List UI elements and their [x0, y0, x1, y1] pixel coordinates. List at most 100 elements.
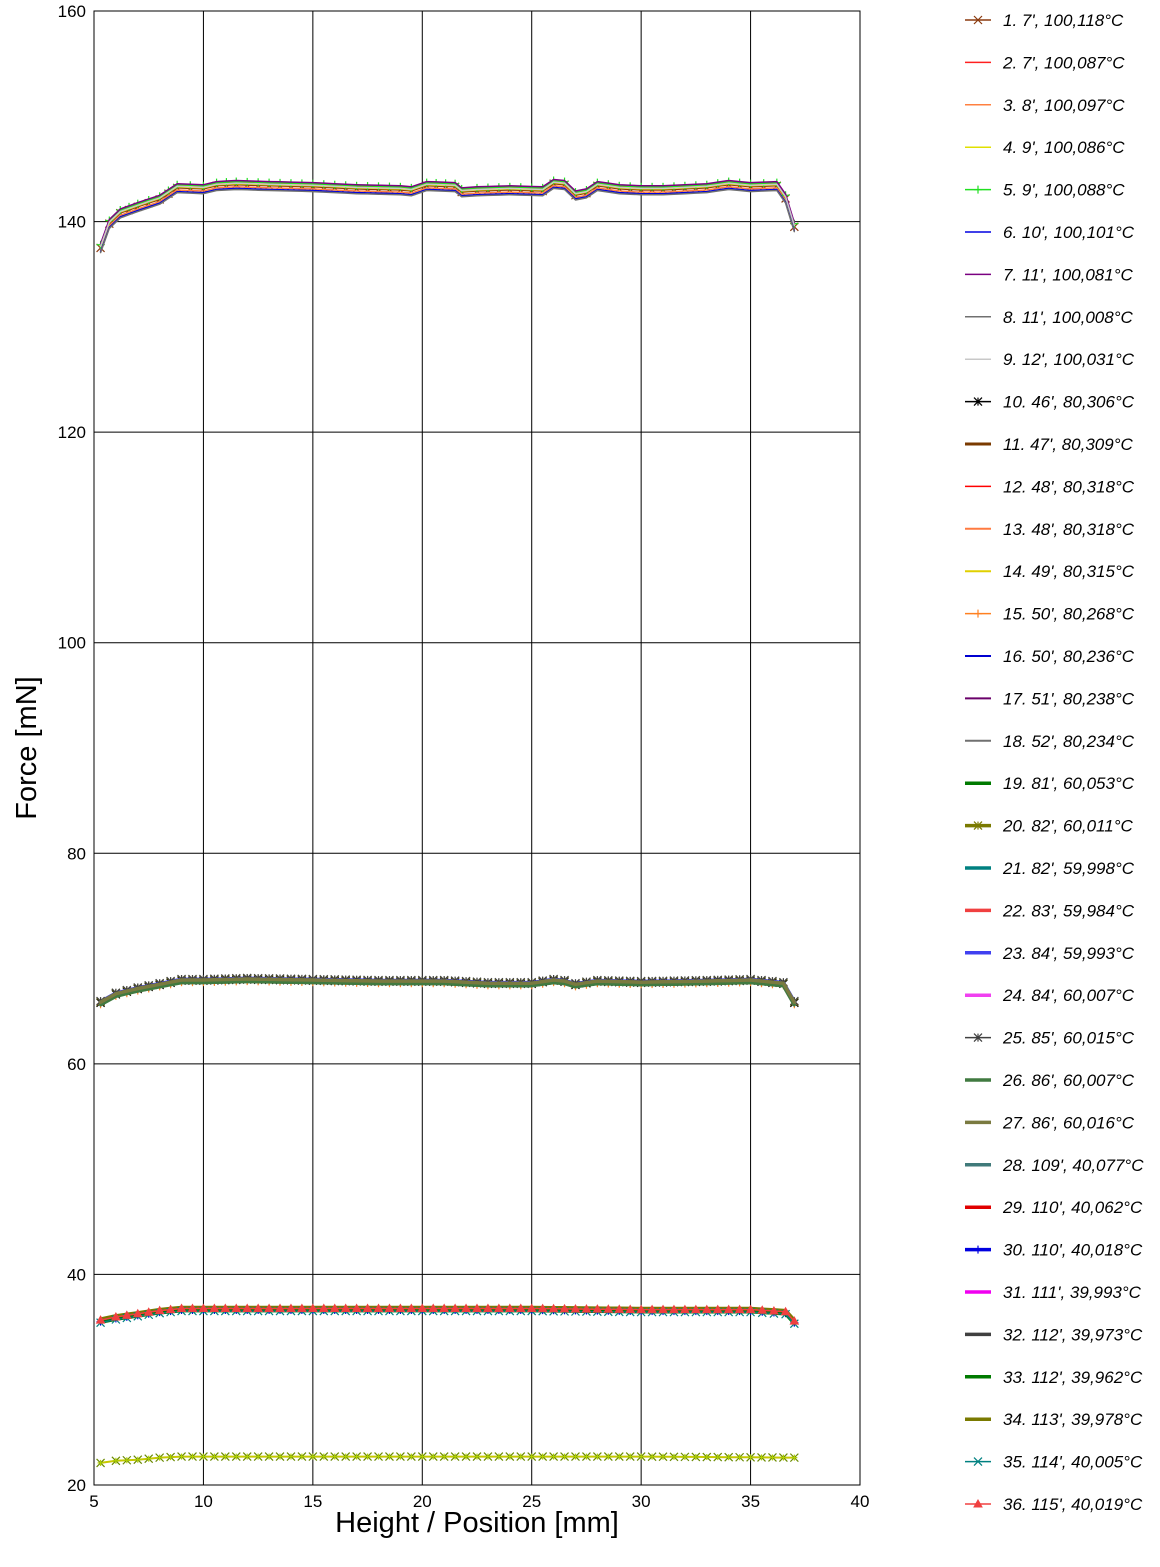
legend-label: 9. 12', 100,031°C: [1003, 350, 1135, 369]
legend-label: 6. 10', 100,101°C: [1003, 223, 1135, 242]
legend-label: 31. 111', 39,993°C: [1003, 1283, 1142, 1302]
legend-item: 36. 115', 40,019°C: [965, 1495, 1143, 1514]
legend-item: 19. 81', 60,053°C: [965, 774, 1135, 793]
y-tick-label: 60: [67, 1055, 86, 1074]
legend-label: 15. 50', 80,268°C: [1003, 605, 1135, 624]
x-tick-label: 35: [741, 1492, 760, 1511]
x-axis-title: Height / Position [mm]: [335, 1507, 619, 1539]
series-curve: [99, 185, 796, 251]
series-curve: [95, 1303, 800, 1325]
legend-item: 14. 49', 80,315°C: [965, 562, 1135, 581]
series-curve: [96, 176, 799, 249]
legend-item: 2. 7', 100,087°C: [965, 53, 1125, 72]
legend-item: 4. 9', 100,086°C: [965, 138, 1125, 157]
legend-label: 10. 46', 80,306°C: [1003, 393, 1135, 412]
series-line: [98, 1305, 797, 1322]
legend-label: 12. 48', 80,318°C: [1003, 477, 1135, 496]
legend-label: 35. 114', 40,005°C: [1003, 1453, 1143, 1472]
y-tick-label: 20: [67, 1476, 86, 1495]
legend-item: 20. 82', 60,011°C: [965, 817, 1133, 836]
legend-item: 31. 111', 39,993°C: [965, 1283, 1142, 1302]
legend: 1. 7', 100,118°C 2. 7', 100,087°C 3. 8', 1…: [965, 11, 1144, 1514]
x-tick-label: 5: [89, 1492, 98, 1511]
legend-label: 2. 7', 100,087°C: [1002, 53, 1125, 72]
legend-label: 18. 52', 80,234°C: [1003, 732, 1135, 751]
legend-label: 16. 50', 80,236°C: [1003, 647, 1135, 666]
legend-label: 25. 85', 60,015°C: [1002, 1029, 1135, 1048]
legend-item: 35. 114', 40,005°C: [965, 1453, 1143, 1472]
legend-item: 28. 109', 40,077°C: [965, 1156, 1144, 1175]
legend-label: 14. 49', 80,315°C: [1003, 562, 1135, 581]
series-curve: [99, 178, 796, 245]
legend-label: 24. 84', 60,007°C: [1002, 986, 1135, 1005]
legend-item: 16. 50', 80,236°C: [965, 647, 1135, 666]
legend-item: 32. 112', 39,973°C: [965, 1325, 1143, 1344]
legend-item: 29. 110', 40,062°C: [965, 1198, 1143, 1217]
y-axis-title: Force [mN]: [11, 676, 43, 819]
legend-item: 21. 82', 59,998°C: [965, 859, 1135, 878]
series-line: [99, 187, 796, 254]
series-line: [99, 181, 796, 248]
legend-label: 28. 109', 40,077°C: [1002, 1156, 1144, 1175]
y-tick-label: 100: [58, 634, 86, 653]
low-curve-line: [100, 1455, 795, 1464]
low-curve: [96, 1452, 799, 1468]
legend-item: 15. 50', 80,268°C: [965, 605, 1135, 624]
legend-item: 22. 83', 59,984°C: [965, 901, 1135, 920]
x-tick-label: 40: [851, 1492, 870, 1511]
legend-label: 33. 112', 39,962°C: [1003, 1368, 1143, 1387]
x-tick-label: 25: [522, 1492, 541, 1511]
legend-item: 13. 48', 80,318°C: [965, 520, 1135, 539]
x-tick-labels: 5 10 15 20 25 30 35 40: [89, 1492, 869, 1511]
legend-item: 34. 113', 39,978°C: [965, 1410, 1143, 1429]
legend-label: 29. 110', 40,062°C: [1002, 1198, 1143, 1217]
series-line: [99, 1310, 796, 1325]
y-tick-labels: 20 40 60 80 100 120 140 160: [58, 2, 86, 1495]
legend-label: 8. 11', 100,008°C: [1003, 308, 1133, 327]
legend-item: 7. 11', 100,081°C: [965, 265, 1133, 284]
series-line: [99, 185, 796, 251]
legend-label: 34. 113', 39,978°C: [1003, 1410, 1143, 1429]
legend-label: 7. 11', 100,081°C: [1003, 265, 1133, 284]
legend-item: 10. 46', 80,306°C: [965, 393, 1135, 412]
series-line: [99, 178, 796, 245]
x-tick-label: 10: [194, 1492, 213, 1511]
series-curve: [99, 181, 796, 248]
legend-item: 12. 48', 80,318°C: [965, 477, 1135, 496]
legend-item: 3. 8', 100,097°C: [965, 96, 1125, 115]
legend-item: 24. 84', 60,007°C: [965, 986, 1135, 1005]
series-curve: [98, 1305, 797, 1322]
series-curve: [99, 187, 796, 254]
legend-label: 36. 115', 40,019°C: [1003, 1495, 1143, 1514]
legend-label: 23. 84', 59,993°C: [1002, 944, 1135, 963]
data-curves: [95, 176, 800, 1468]
legend-label: 11. 47', 80,309°C: [1003, 435, 1133, 454]
legend-item: 33. 112', 39,962°C: [965, 1368, 1143, 1387]
series-line: [99, 1307, 796, 1322]
legend-item: 27. 86', 60,016°C: [965, 1113, 1135, 1132]
y-tick-label: 120: [58, 423, 86, 442]
legend-item: 5. 9', 100,088°C: [965, 181, 1125, 200]
legend-item: 18. 52', 80,234°C: [965, 732, 1135, 751]
legend-item: 30. 110', 40,018°C: [965, 1241, 1143, 1260]
legend-label: 26. 86', 60,007°C: [1002, 1071, 1135, 1090]
series-curve: [98, 979, 797, 1007]
legend-item: 26. 86', 60,007°C: [965, 1071, 1135, 1090]
legend-label: 27. 86', 60,016°C: [1002, 1113, 1135, 1132]
legend-item: 6. 10', 100,101°C: [965, 223, 1135, 242]
series-line: [99, 186, 796, 253]
legend-label: 5. 9', 100,088°C: [1003, 181, 1125, 200]
legend-label: 17. 51', 80,238°C: [1003, 689, 1135, 708]
grid-lines: [93, 10, 861, 1486]
legend-label: 1. 7', 100,118°C: [1003, 11, 1124, 30]
legend-label: 20. 82', 60,011°C: [1002, 817, 1133, 836]
legend-item: 11. 47', 80,309°C: [965, 435, 1133, 454]
legend-item: 25. 85', 60,015°C: [965, 1029, 1135, 1048]
legend-item: 17. 51', 80,238°C: [965, 689, 1135, 708]
y-tick-label: 140: [58, 213, 86, 232]
y-tick-label: 80: [67, 844, 86, 863]
legend-item: 9. 12', 100,031°C: [965, 350, 1135, 369]
legend-label: 21. 82', 59,998°C: [1002, 859, 1135, 878]
x-tick-label: 20: [413, 1492, 432, 1511]
